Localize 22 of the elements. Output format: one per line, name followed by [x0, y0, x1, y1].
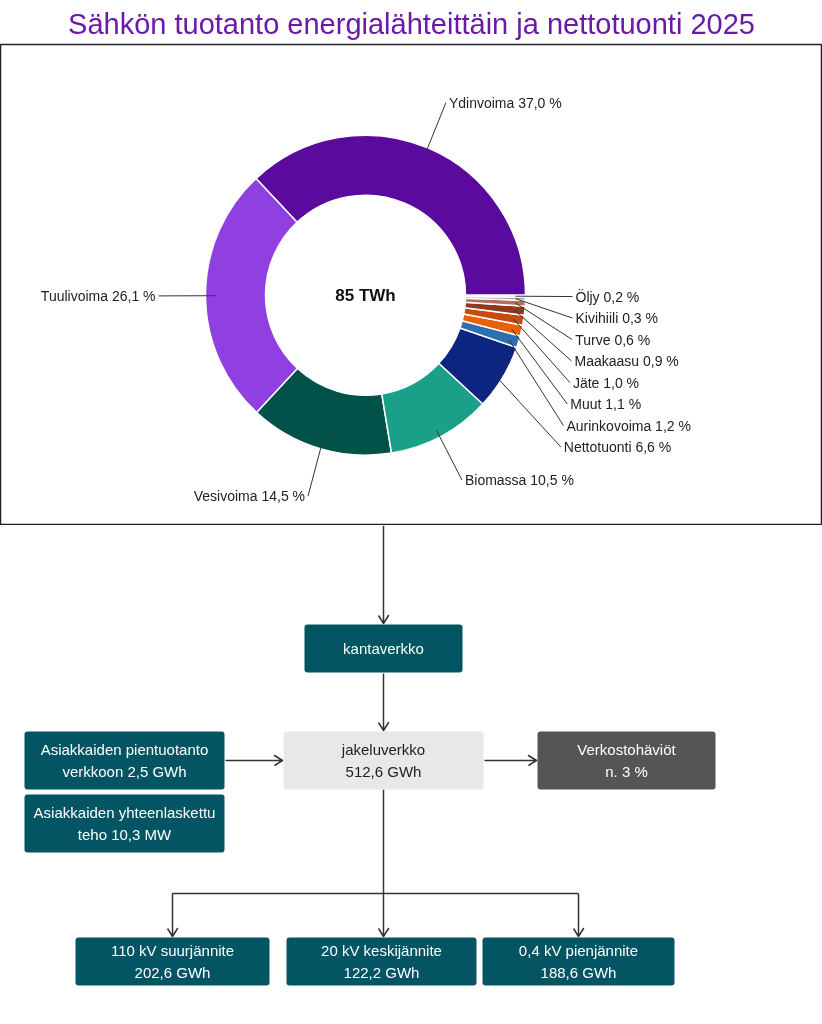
slice-label: Vesivoima 14,5 % [193, 488, 306, 505]
text: kantaverkko [343, 640, 424, 657]
text: Asiakkaiden yhteenlaskettu teho 10,3 MW [33, 803, 216, 844]
text: jakeluverkko 512,6 GWh [340, 740, 426, 781]
slice-label: Nettotuonti 6,6 % [563, 438, 672, 455]
slice-label: Maakaasu 0,9 % [574, 353, 679, 370]
text: 0,4 kV pienjännite 188,6 GWh [518, 941, 639, 982]
slice-label: Aurinkovoima 1,2 % [566, 417, 691, 434]
text: Asiakkaiden pientuotanto verkkoon 2,5 GWh [40, 740, 209, 781]
slice-label: Jäte 1,0 % [572, 374, 640, 391]
text: 20 kV keskijännite 122,2 GWh [321, 941, 442, 982]
slice-label: Biomassa 10,5 % [464, 472, 574, 489]
slice-label: Öljy 0,2 % [575, 287, 640, 305]
chart-title: Sähkön tuotanto energialähteittäin ja nettotuonti 2025 [68, 7, 755, 40]
text: 85 TWh [335, 285, 396, 305]
slice-label: Muut 1,1 % [570, 396, 642, 413]
slice-label: Ydinvoima 37,0 % [448, 94, 562, 111]
slice-label: Tuulivoima 26,1 % [40, 287, 156, 304]
text: 110 kV suurjännite 202,6 GWh [110, 941, 235, 982]
slice-label: Turve 0,6 % [575, 331, 651, 348]
slice-label: Kivihiili 0,3 % [575, 310, 658, 327]
text: Verkostohäviöt n. 3 % [577, 740, 677, 781]
